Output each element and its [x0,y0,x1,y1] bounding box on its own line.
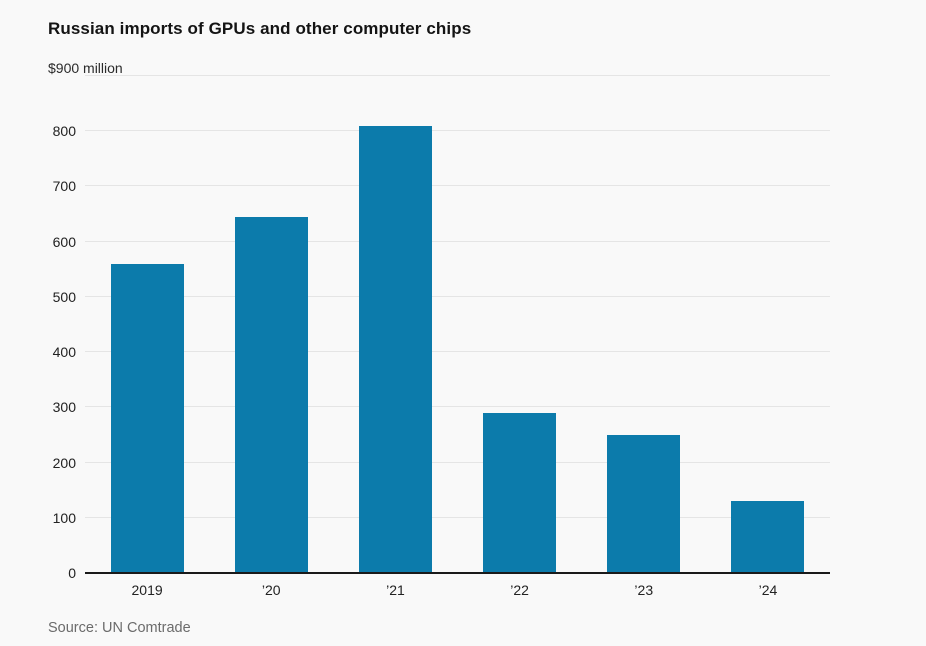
y-tick-label: 0 [68,565,76,581]
x-tick-label: ’20 [261,582,281,598]
bar-slot [209,76,333,573]
x-axis: 2019 ’20 ’21 ’22 ’23 ’24 [85,582,830,598]
y-tick-label: 700 [52,178,76,195]
y-gridline [85,351,830,353]
bar-slot [458,76,582,573]
y-tick-label: 300 [52,399,76,416]
y-tick-label: 400 [52,344,76,361]
bar-slot [85,76,209,573]
x-tick-label: ’24 [758,582,778,598]
y-gridline [85,130,830,132]
y-tick-label: 600 [52,233,76,250]
bar [731,501,805,573]
y-axis: 0 100 200 300 400 500 600 700 800 [0,76,76,581]
y-axis-unit-label: $900 million [48,60,123,76]
source-note: Source: UN Comtrade [48,620,191,636]
y-tick-label: 500 [52,288,76,305]
y-tick-label: 200 [52,454,76,471]
y-gridline [85,295,830,297]
plot-area [85,75,830,574]
bar-series [85,76,830,573]
y-gridline [85,406,830,408]
y-tick-label: 100 [52,509,76,526]
x-tick-label: ’22 [510,582,529,598]
x-tick-label: 2019 [131,582,163,598]
y-gridline [85,185,830,187]
bar-slot [333,76,457,573]
y-gridline [85,516,830,518]
bar-slot [706,76,830,573]
bar [483,412,557,573]
x-axis-line [85,572,830,574]
bar [110,263,184,573]
x-tick-label: ’23 [634,582,654,598]
y-gridline [85,75,830,76]
bar [234,216,308,573]
bar [607,434,681,573]
x-tick-label: ’21 [386,582,405,598]
y-gridline [85,240,830,242]
y-gridline [85,461,830,463]
chart-title: Russian imports of GPUs and other comput… [48,19,472,38]
y-tick-label: 800 [52,123,76,140]
bar-slot [582,76,706,573]
bar [358,125,432,573]
